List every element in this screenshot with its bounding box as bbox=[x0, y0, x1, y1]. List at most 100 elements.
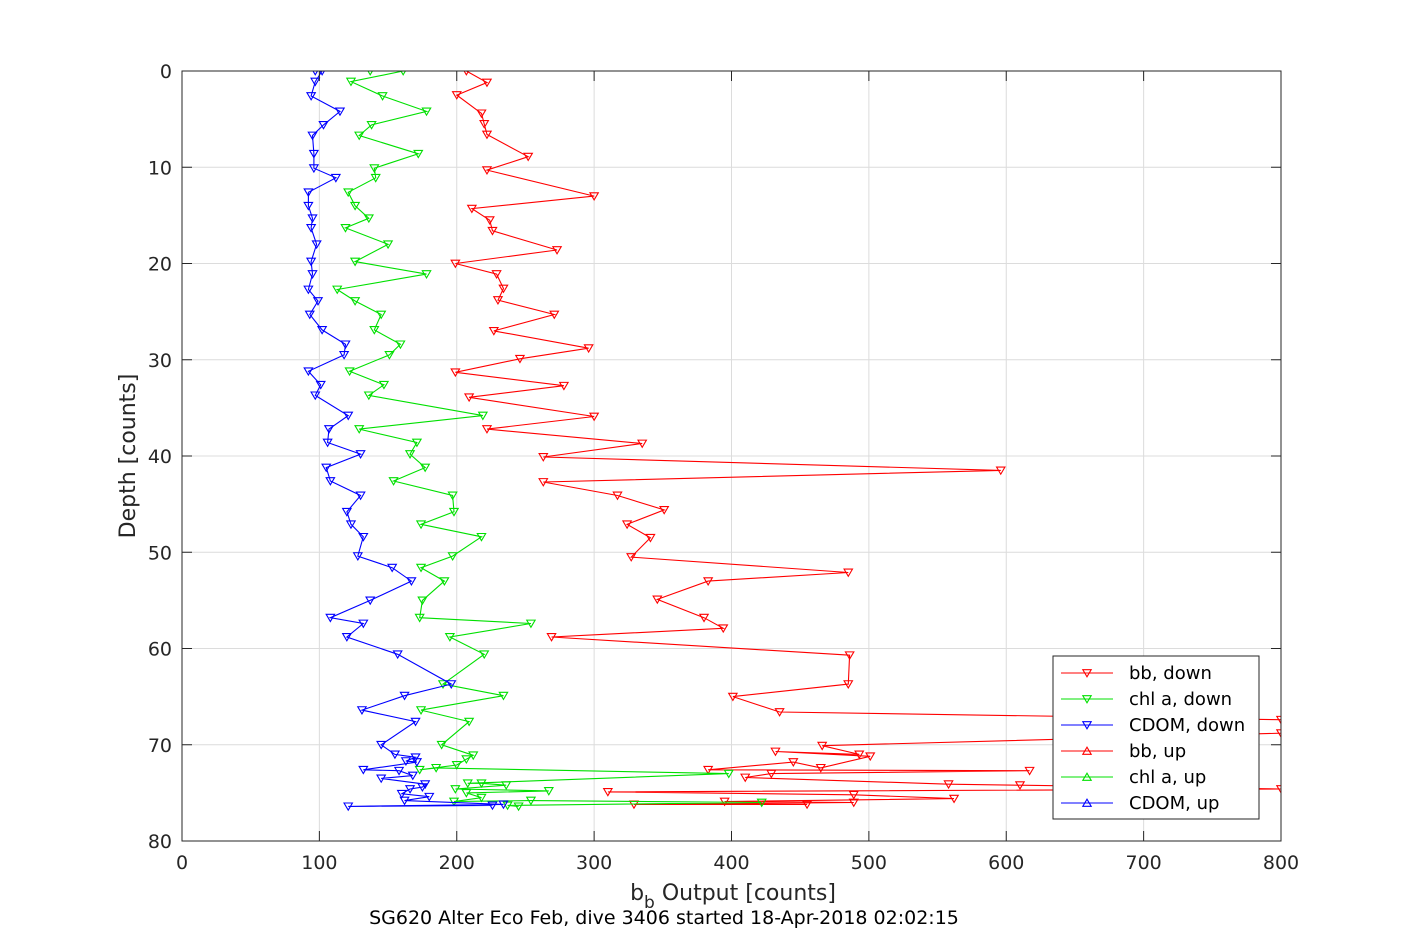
x-tick-label: 300 bbox=[576, 852, 612, 874]
data-point bbox=[774, 708, 785, 717]
data-point bbox=[352, 552, 364, 561]
data-point bbox=[304, 310, 315, 320]
data-point bbox=[389, 750, 401, 760]
data-point bbox=[588, 192, 600, 201]
x-tick-label: 800 bbox=[1263, 852, 1299, 874]
data-point bbox=[451, 761, 462, 770]
x-axis-title-base: b bbox=[630, 881, 644, 906]
data-point bbox=[788, 758, 799, 767]
data-point bbox=[406, 577, 417, 586]
data-point bbox=[551, 246, 563, 255]
data-point bbox=[488, 326, 500, 336]
x-axis-title: bb Output [counts] bbox=[630, 881, 836, 913]
legend-item: CDOM, up bbox=[1061, 793, 1219, 814]
legend-marker bbox=[1081, 772, 1093, 781]
x-tick-label: 400 bbox=[713, 852, 749, 874]
legend-box bbox=[1052, 655, 1260, 820]
x-tick-label: 0 bbox=[176, 852, 188, 874]
data-point bbox=[843, 568, 854, 578]
data-point bbox=[415, 563, 427, 573]
data-point bbox=[447, 552, 458, 561]
data-point bbox=[387, 563, 398, 573]
data-point bbox=[481, 166, 493, 176]
data-point bbox=[421, 107, 432, 117]
data-point bbox=[341, 633, 353, 642]
data-point bbox=[444, 633, 456, 642]
legend-label: bb, up bbox=[1129, 741, 1186, 762]
data-point bbox=[723, 769, 734, 779]
data-point bbox=[740, 773, 751, 783]
data-point bbox=[414, 613, 425, 623]
data-point bbox=[419, 463, 431, 473]
data-point bbox=[411, 438, 423, 448]
data-point bbox=[476, 793, 487, 803]
data-point bbox=[303, 367, 314, 377]
data-point bbox=[419, 780, 431, 790]
data-point bbox=[476, 109, 487, 119]
y-tick-label: 70 bbox=[148, 735, 172, 757]
y-tick-label: 80 bbox=[148, 831, 172, 853]
data-point bbox=[393, 766, 405, 776]
data-point bbox=[345, 520, 357, 530]
data-point bbox=[588, 412, 600, 422]
data-point bbox=[549, 310, 560, 320]
data-point bbox=[487, 801, 498, 811]
data-point bbox=[325, 613, 336, 623]
data-point bbox=[305, 257, 317, 267]
axis-ticks: 0 100 200 300 400 500 600 700 800 0 10 20 30 40 50 60 70… bbox=[148, 61, 1299, 874]
legend-label: bb, down bbox=[1129, 663, 1212, 684]
data-point bbox=[766, 769, 777, 779]
data-point bbox=[481, 425, 493, 434]
data-point bbox=[463, 393, 475, 403]
data-point bbox=[400, 757, 412, 766]
data-point bbox=[307, 214, 318, 224]
data-point bbox=[546, 633, 557, 642]
data-point bbox=[395, 340, 406, 350]
data-point bbox=[404, 450, 416, 459]
data-point bbox=[479, 650, 490, 660]
data-point bbox=[421, 270, 432, 279]
data-point bbox=[844, 651, 855, 661]
series-cdom-down bbox=[303, 71, 509, 812]
data-point bbox=[451, 91, 462, 100]
legend-marker bbox=[1081, 798, 1093, 807]
y-tick-label: 50 bbox=[148, 542, 172, 564]
data-point bbox=[848, 798, 859, 808]
data-point bbox=[1275, 785, 1281, 794]
data-point bbox=[523, 152, 534, 162]
data-point bbox=[349, 201, 361, 211]
data-point bbox=[995, 466, 1006, 476]
data-point bbox=[358, 619, 369, 629]
data-point bbox=[305, 92, 317, 101]
data-point bbox=[358, 765, 369, 775]
data-point bbox=[621, 520, 633, 530]
data-point bbox=[312, 297, 324, 306]
data-point bbox=[513, 802, 524, 812]
legend-label: chl a, down bbox=[1129, 689, 1232, 710]
series-line bbox=[455, 71, 1281, 805]
y-tick-label: 20 bbox=[148, 254, 172, 276]
data-point bbox=[369, 164, 380, 174]
x-axis-title-subscript: b bbox=[644, 893, 655, 913]
data-point bbox=[487, 226, 498, 236]
data-point bbox=[376, 310, 387, 320]
data-point bbox=[343, 411, 354, 421]
data-point bbox=[370, 173, 381, 183]
data-point bbox=[392, 650, 403, 660]
data-point bbox=[307, 270, 318, 279]
data-point bbox=[943, 780, 954, 790]
data-point bbox=[437, 680, 449, 689]
data-point bbox=[355, 450, 366, 459]
data-point bbox=[815, 763, 826, 773]
data-point bbox=[481, 130, 493, 140]
data-point bbox=[310, 391, 321, 401]
legend-marker bbox=[1081, 721, 1093, 730]
y-tick-label: 40 bbox=[148, 446, 172, 468]
data-point bbox=[349, 257, 361, 267]
data-point bbox=[481, 78, 493, 88]
data-point bbox=[415, 520, 427, 530]
data-point bbox=[305, 223, 317, 233]
series-bb-down bbox=[450, 71, 1281, 810]
data-point bbox=[770, 747, 781, 757]
